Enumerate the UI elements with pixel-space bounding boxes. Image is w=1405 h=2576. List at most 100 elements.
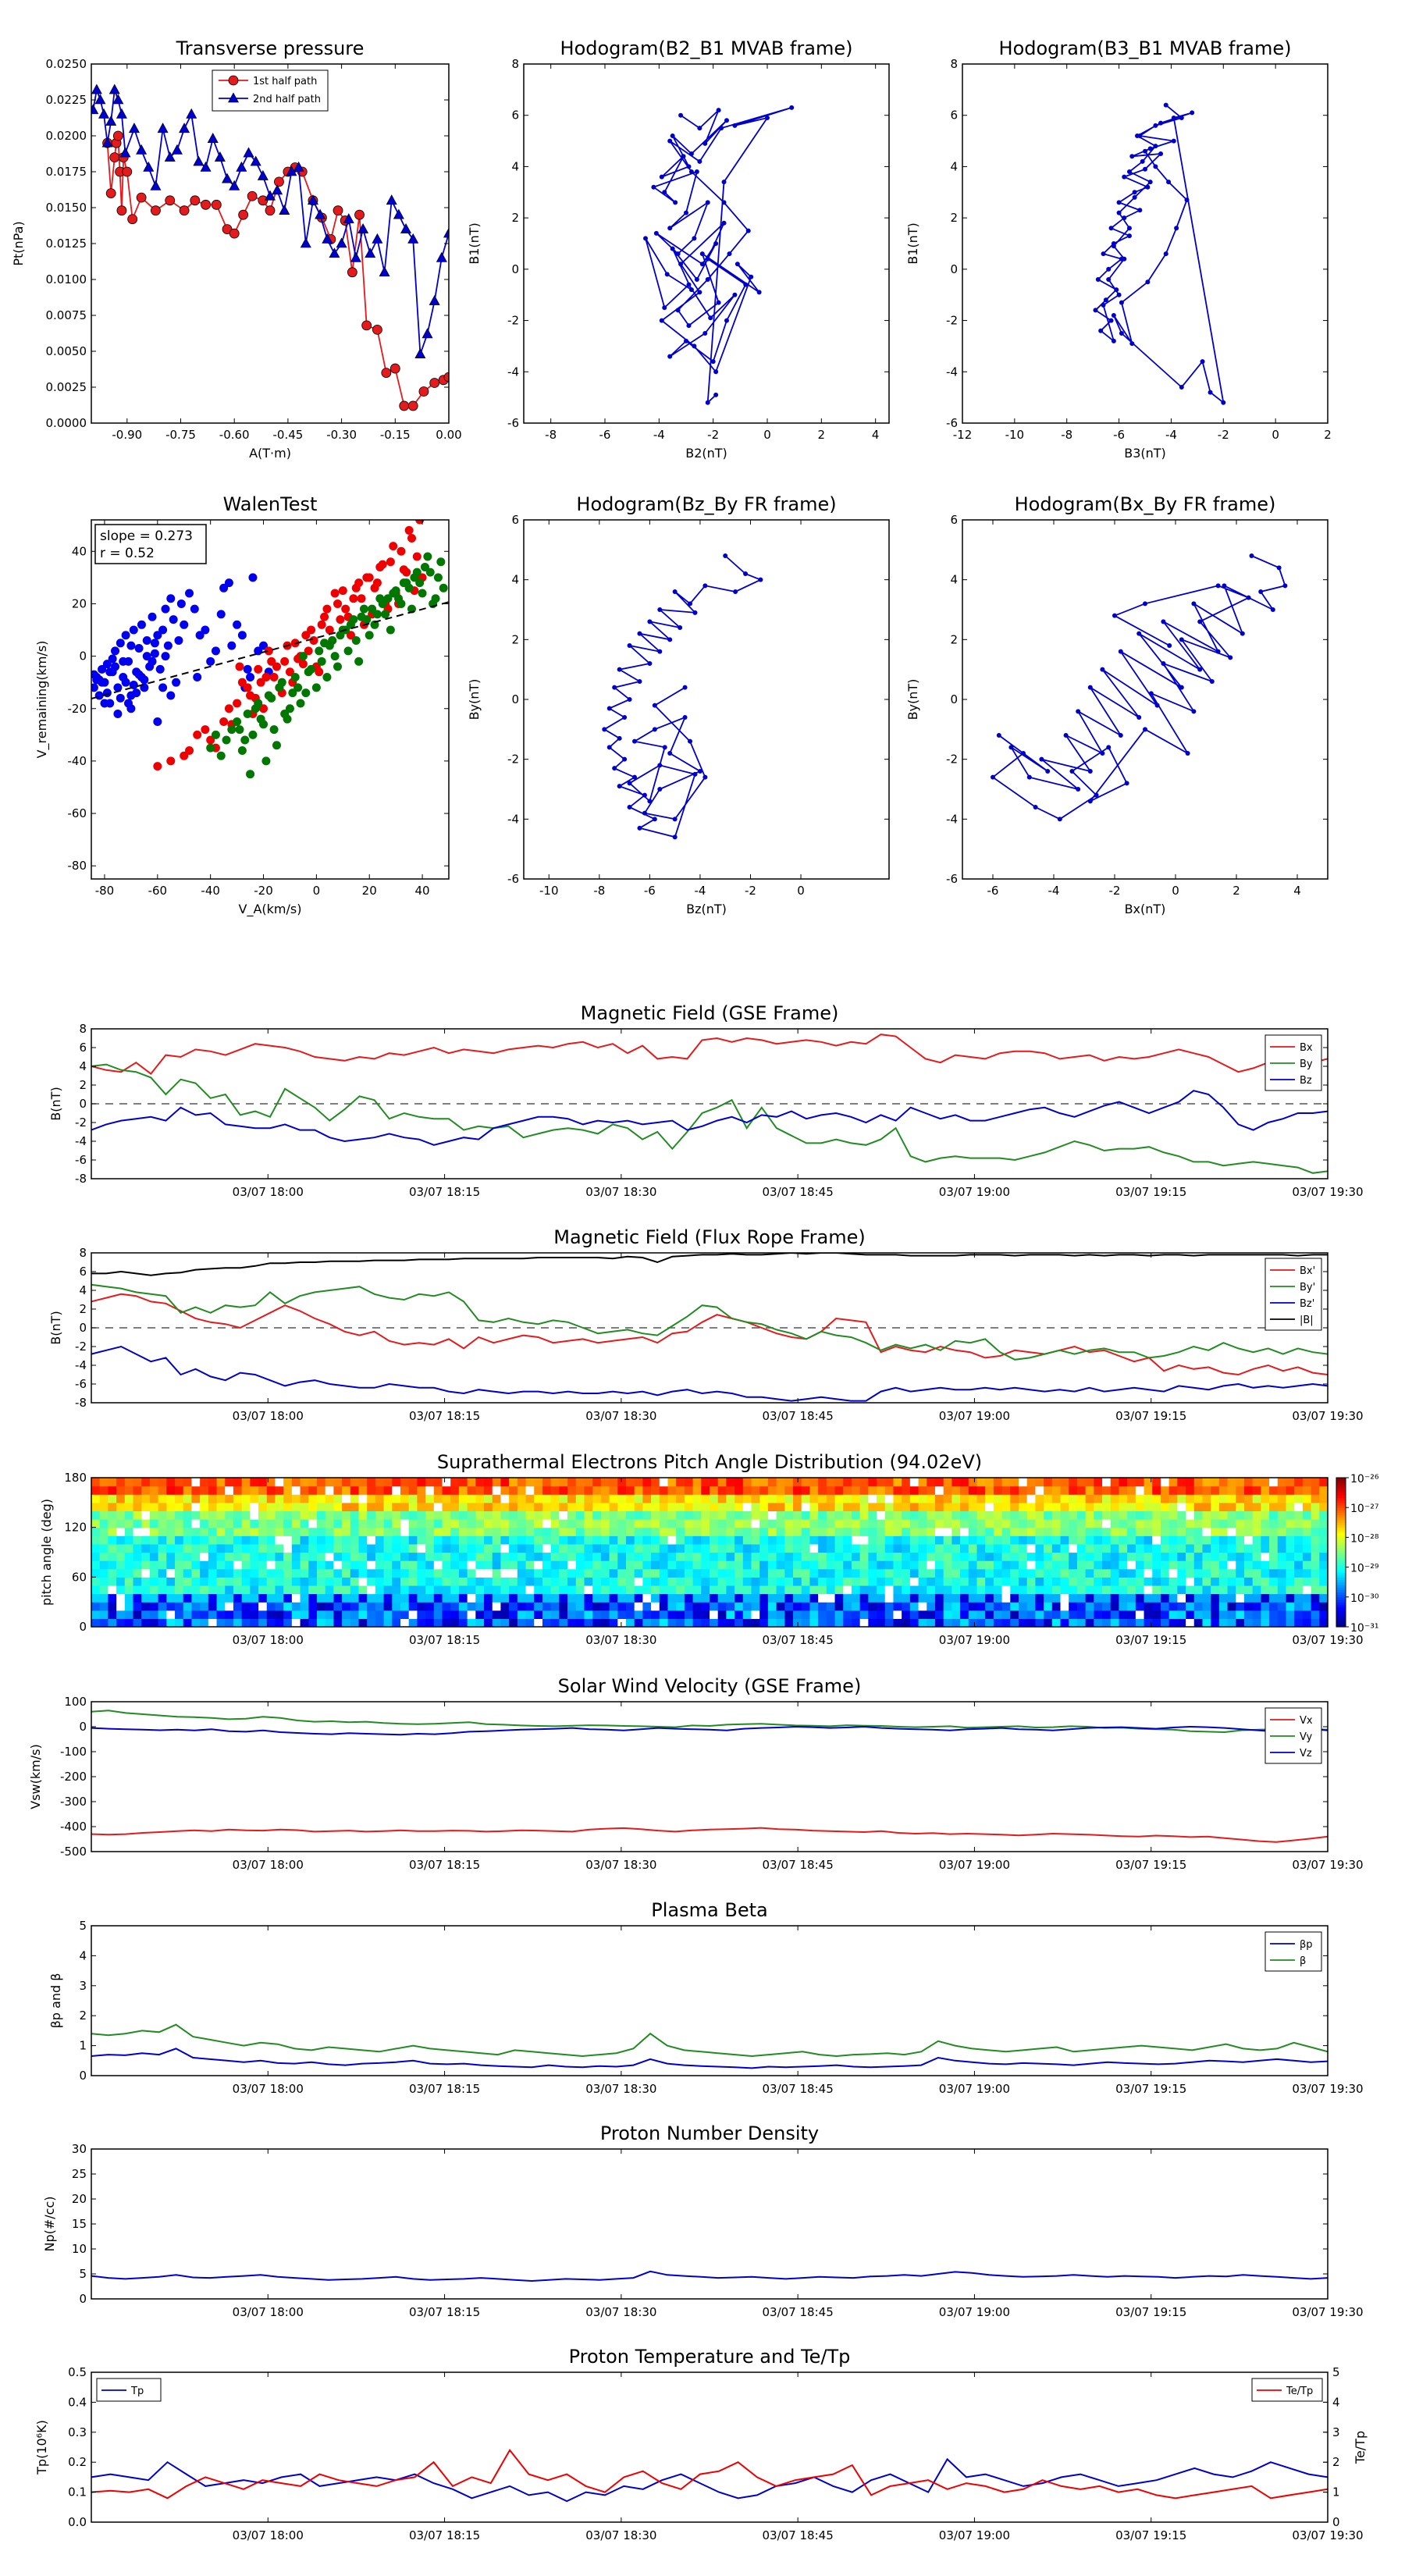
data-point (333, 599, 343, 608)
heatmap-cell (450, 1485, 460, 1495)
heatmap-cell (1051, 1502, 1062, 1512)
heatmap-cell (149, 1478, 159, 1487)
heatmap-cell (325, 1502, 334, 1512)
heatmap-cell (584, 1552, 593, 1561)
y-tick-label: 20 (72, 596, 87, 610)
heatmap-cell (801, 1502, 811, 1512)
data-point (410, 573, 419, 582)
heatmap-cell (868, 1602, 877, 1611)
heatmap-cell (183, 1494, 193, 1503)
x-tick-label: 03/07 18:00 (233, 1858, 304, 1872)
heatmap-cell (818, 1577, 827, 1586)
heatmap-cell (759, 1618, 769, 1627)
heatmap-cell (175, 1577, 184, 1586)
data-point (372, 324, 382, 335)
heatmap-cell (241, 1519, 251, 1528)
heatmap-cell (609, 1485, 618, 1495)
heatmap-cell (258, 1510, 268, 1520)
heatmap-cell (1252, 1610, 1261, 1619)
heatmap-cell (1001, 1610, 1011, 1619)
heatmap-cell (1252, 1510, 1261, 1520)
data-point (267, 693, 276, 703)
x-tick-label: 4 (872, 428, 880, 442)
heatmap-cell (1186, 1610, 1195, 1619)
heatmap-cell (275, 1519, 284, 1528)
heatmap-cell (308, 1494, 318, 1503)
colorbar-cell (1336, 1582, 1346, 1585)
heatmap-cell (367, 1510, 376, 1520)
heatmap-cell (684, 1502, 694, 1512)
heatmap-cell (216, 1543, 226, 1553)
heatmap-cell (1076, 1478, 1087, 1487)
heatmap-cell (1152, 1552, 1161, 1561)
data-point (1126, 169, 1132, 174)
heatmap-cell (834, 1485, 844, 1495)
data-point (1116, 200, 1122, 205)
data-point (119, 656, 128, 666)
heatmap-cell (676, 1519, 685, 1528)
data-point (1124, 781, 1129, 786)
heatmap-cell (934, 1535, 944, 1545)
heatmap-cell (684, 1602, 694, 1611)
heatmap-cell (1152, 1502, 1161, 1512)
heatmap-cell (509, 1568, 518, 1578)
heatmap-cell (1102, 1527, 1112, 1536)
heatmap-cell (108, 1577, 117, 1586)
heatmap-cell (659, 1527, 669, 1536)
data-point (1122, 174, 1127, 180)
heatmap-cell (225, 1618, 234, 1627)
heatmap-cell (843, 1543, 852, 1553)
heatmap-cell (1186, 1585, 1195, 1595)
heatmap-cell (843, 1618, 852, 1627)
heatmap-cell (241, 1552, 251, 1561)
heatmap-cell (550, 1510, 560, 1520)
heatmap-cell (492, 1610, 502, 1619)
heatmap-cell (225, 1577, 234, 1586)
heatmap-cell (534, 1535, 543, 1545)
heatmap-cell (1060, 1552, 1069, 1561)
heatmap-cell (1026, 1610, 1036, 1619)
heatmap-cell (1069, 1494, 1078, 1503)
heatmap-cell (1119, 1577, 1128, 1586)
heatmap-cell (450, 1610, 460, 1619)
colorbar-cell (1336, 1539, 1346, 1543)
heatmap-cell (567, 1560, 577, 1570)
heatmap-cell (617, 1478, 627, 1487)
heatmap-cell (1044, 1519, 1053, 1528)
heatmap-cell (993, 1510, 1003, 1520)
x-tick-label: -12 (953, 428, 973, 442)
heatmap-cell (450, 1510, 460, 1520)
heatmap-cell (241, 1527, 251, 1536)
heatmap-cell (1193, 1543, 1204, 1553)
heatmap-cell (492, 1568, 502, 1578)
heatmap-cell (1102, 1510, 1112, 1520)
heatmap-cell (651, 1602, 660, 1611)
data-point (233, 620, 242, 629)
x-tick-label: 03/07 18:45 (763, 1858, 834, 1872)
y-axis-label: B(nT) (48, 1087, 63, 1120)
heatmap-cell (233, 1535, 243, 1545)
heatmap-cell (525, 1502, 535, 1512)
heatmap-cell (684, 1610, 694, 1619)
heatmap-cell (609, 1543, 618, 1553)
heatmap-cell (325, 1568, 334, 1578)
heatmap-cell (951, 1577, 961, 1586)
data-point (642, 810, 647, 816)
heatmap-cell (1144, 1602, 1153, 1611)
heatmap-cell (710, 1535, 719, 1545)
heatmap-cell (893, 1519, 902, 1528)
heatmap-cell (617, 1485, 627, 1495)
heatmap-cell (266, 1510, 276, 1520)
data-point (372, 578, 382, 588)
heatmap-cell (1051, 1527, 1062, 1536)
heatmap-cell (667, 1502, 677, 1512)
heatmap-cell (350, 1485, 360, 1495)
heatmap-cell (793, 1510, 802, 1520)
heatmap-cell (550, 1602, 560, 1611)
heatmap-cell (1001, 1485, 1011, 1495)
y-tick-label: 6 (79, 1265, 87, 1279)
heatmap-cell (934, 1568, 944, 1578)
heatmap-cell (1152, 1478, 1161, 1487)
heatmap-cell (1243, 1552, 1254, 1561)
